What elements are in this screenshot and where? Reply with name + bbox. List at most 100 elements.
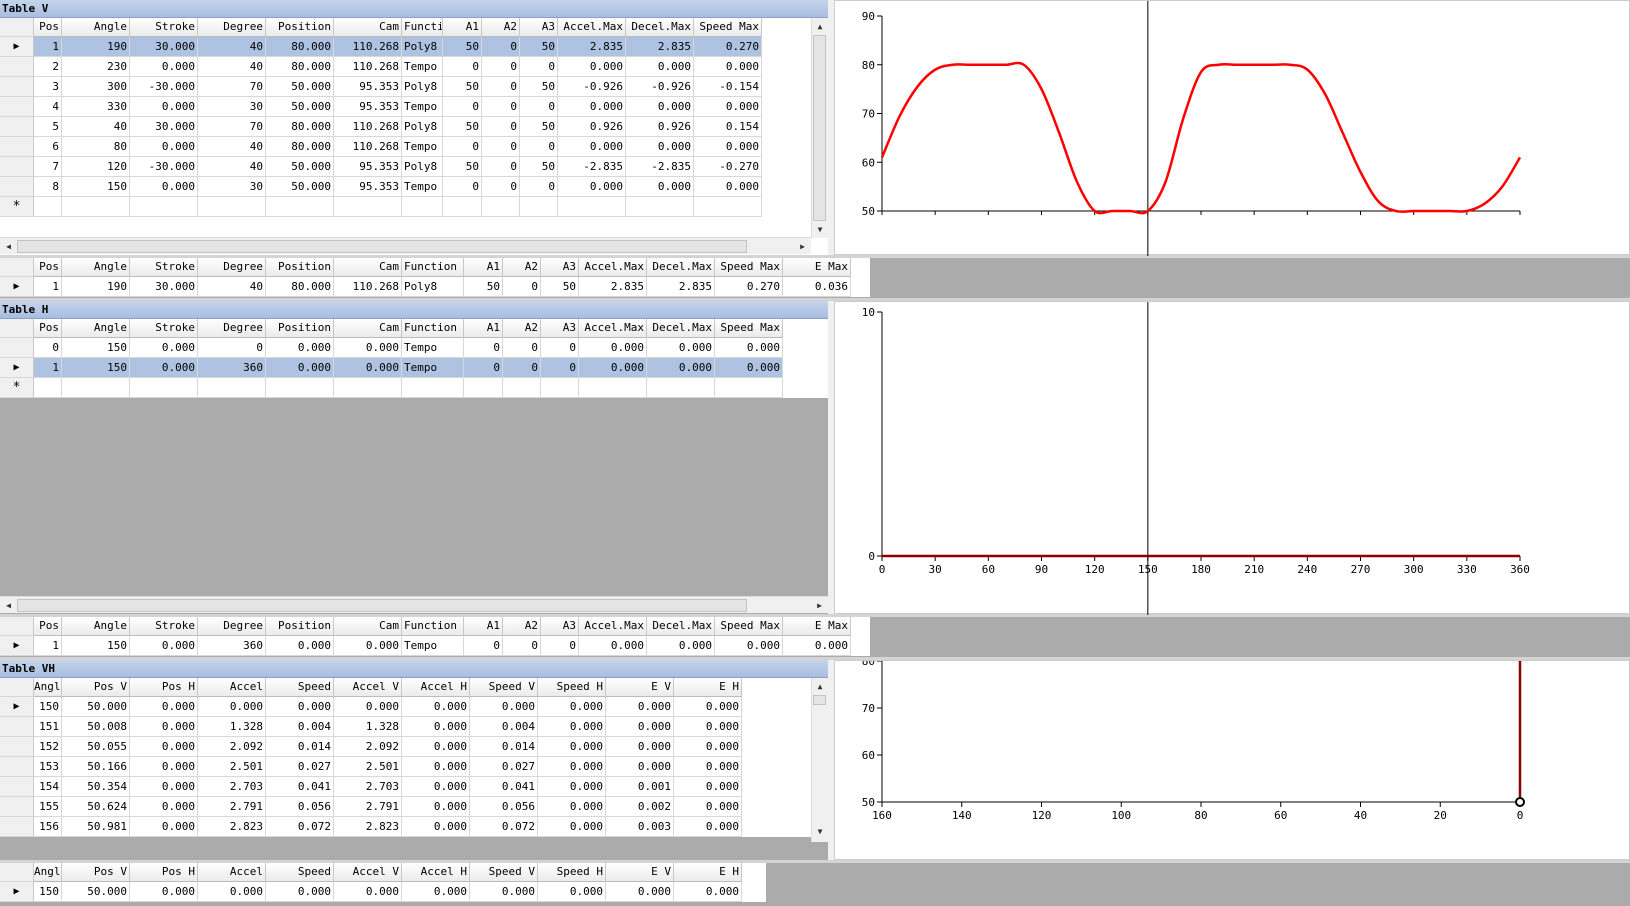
grid-cell[interactable]: 2.501 [334, 757, 402, 777]
grid-cell[interactable]: 0.000 [198, 882, 266, 902]
row-header[interactable] [0, 97, 34, 117]
grid-cell[interactable]: 0 [464, 338, 503, 358]
grid-cell[interactable]: 0.000 [626, 177, 694, 197]
column-header[interactable]: A1 [464, 319, 503, 338]
column-header[interactable]: Accel V [334, 863, 402, 882]
grid-cell[interactable]: 0.000 [130, 757, 198, 777]
grid-cell[interactable]: 0.003 [606, 817, 674, 837]
scroll-thumb[interactable] [813, 35, 826, 221]
grid-cell[interactable]: 50.008 [62, 717, 130, 737]
grid-cell[interactable]: 95.353 [334, 177, 402, 197]
grid-cell[interactable]: 0.000 [130, 338, 198, 358]
grid-cell[interactable] [715, 378, 783, 398]
grid-cell[interactable]: 0.000 [783, 636, 851, 656]
grid-cell[interactable]: 0.000 [694, 97, 762, 117]
grid-cell[interactable] [198, 378, 266, 398]
grid-cell[interactable]: 0 [443, 177, 482, 197]
grid-cell[interactable]: 2.703 [198, 777, 266, 797]
row-header[interactable] [0, 157, 34, 177]
grid-cell[interactable]: 0.000 [334, 636, 402, 656]
grid-cell[interactable]: 0.000 [647, 636, 715, 656]
grid-cell[interactable] [520, 197, 558, 217]
grid-cell[interactable]: Poly8 [402, 37, 443, 57]
row-header-corner[interactable] [0, 678, 34, 697]
grid-cell[interactable]: 0.000 [266, 358, 334, 378]
table-h-grid[interactable]: Pos Angle Stroke Degree Position Cam Function A… [0, 319, 828, 614]
grid-cell[interactable]: 0.000 [694, 137, 762, 157]
grid-cell[interactable] [130, 197, 198, 217]
column-header[interactable]: Stroke [130, 617, 198, 636]
column-header[interactable]: A2 [503, 319, 541, 338]
grid-cell[interactable]: 2.501 [198, 757, 266, 777]
grid-cell[interactable]: 330 [62, 97, 130, 117]
grid-cell[interactable]: 50.166 [62, 757, 130, 777]
grid-cell[interactable]: 1.328 [334, 717, 402, 737]
row-header[interactable] [0, 338, 34, 358]
column-header[interactable]: Accel [198, 678, 266, 697]
column-header[interactable]: A3 [520, 18, 558, 37]
grid-cell[interactable]: 0.000 [130, 882, 198, 902]
grid-cell[interactable]: 0.000 [694, 57, 762, 77]
column-header[interactable]: Accel.Max [579, 319, 647, 338]
separator[interactable] [0, 298, 1630, 301]
chart-h[interactable]: 0 10 0 30 60 90 120 150 180 210 240 270 300 330 360 [834, 301, 1630, 615]
column-header[interactable]: E H [674, 863, 742, 882]
grid-cell[interactable]: 0.000 [606, 882, 674, 902]
grid-cell[interactable]: 95.353 [334, 77, 402, 97]
grid-cell[interactable]: 0 [541, 338, 579, 358]
column-header[interactable]: Pos [34, 18, 62, 37]
grid-cell[interactable]: Tempo [402, 177, 443, 197]
column-header[interactable]: Function [402, 258, 464, 277]
scroll-right-icon[interactable]: ▶ [817, 600, 822, 610]
row-header[interactable] [0, 57, 34, 77]
grid-cell[interactable]: 2.835 [626, 37, 694, 57]
column-header[interactable]: Pos V [62, 863, 130, 882]
table-h-hscroll[interactable]: ◀ ▶ [0, 596, 828, 613]
grid-cell[interactable]: 150 [34, 697, 62, 717]
table-row[interactable]: 153 50.166 0.000 2.501 0.027 2.501 0.000 0.027 0… [0, 757, 828, 777]
grid-cell[interactable]: 0.000 [558, 177, 626, 197]
grid-cell[interactable]: 0.000 [334, 697, 402, 717]
grid-cell[interactable] [266, 378, 334, 398]
grid-cell[interactable]: 0 [482, 77, 520, 97]
grid-cell[interactable]: 0.270 [694, 37, 762, 57]
column-header[interactable]: Stroke [130, 319, 198, 338]
column-header[interactable]: Accel.Max [579, 617, 647, 636]
grid-cell[interactable]: 95.353 [334, 157, 402, 177]
grid-cell[interactable]: 0.000 [558, 137, 626, 157]
scroll-thumb[interactable] [17, 598, 747, 612]
grid-cell[interactable]: 0.000 [674, 717, 742, 737]
grid-cell[interactable]: -30.000 [130, 157, 198, 177]
splitter[interactable] [828, 660, 834, 860]
grid-cell[interactable]: 0 [541, 358, 579, 378]
row-header[interactable] [0, 817, 34, 837]
column-header[interactable]: Stroke [130, 258, 198, 277]
column-header[interactable]: A1 [464, 258, 503, 277]
grid-cell[interactable]: 0 [482, 137, 520, 157]
grid-cell[interactable]: 2.092 [334, 737, 402, 757]
grid-cell[interactable]: 0 [198, 338, 266, 358]
table-row[interactable]: 152 50.055 0.000 2.092 0.014 2.092 0.000 0.014 0… [0, 737, 828, 757]
grid-cell[interactable]: -30.000 [130, 77, 198, 97]
grid-cell[interactable]: 80.000 [266, 277, 334, 297]
grid-cell[interactable]: 0.000 [198, 697, 266, 717]
row-header-corner[interactable] [0, 319, 34, 338]
grid-cell[interactable] [443, 197, 482, 217]
scroll-up-icon[interactable]: ▲ [817, 682, 823, 691]
grid-cell[interactable]: 0.000 [402, 757, 470, 777]
grid-cell[interactable]: 0.000 [334, 338, 402, 358]
grid-cell[interactable]: 50.981 [62, 817, 130, 837]
grid-cell[interactable]: 0 [482, 157, 520, 177]
grid-cell[interactable] [541, 378, 579, 398]
column-header[interactable]: Cam [334, 319, 402, 338]
grid-cell[interactable]: 190 [62, 277, 130, 297]
scroll-right-icon[interactable]: ▶ [800, 241, 805, 251]
column-header[interactable]: A1 [464, 617, 503, 636]
grid-cell[interactable]: 0.056 [266, 797, 334, 817]
table-row[interactable]: 0 150 0.000 0 0.000 0.000 Tempo 0 0 0 0.000 0.000 0.… [0, 338, 828, 358]
column-header[interactable]: Cam [334, 617, 402, 636]
grid-cell[interactable]: 155 [34, 797, 62, 817]
grid-cell[interactable]: 150 [62, 358, 130, 378]
grid-cell[interactable]: 0.000 [674, 817, 742, 837]
grid-cell[interactable]: 0 [443, 97, 482, 117]
